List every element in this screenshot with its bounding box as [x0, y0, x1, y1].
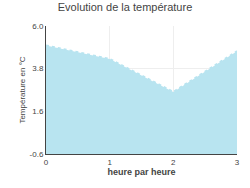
svg-text:2: 2: [171, 158, 176, 167]
svg-text:0: 0: [44, 158, 49, 167]
svg-text:heure par heure: heure par heure: [107, 167, 175, 177]
svg-text:1: 1: [107, 158, 112, 167]
svg-text:3: 3: [235, 158, 240, 167]
svg-text:-0.6: -0.6: [30, 150, 44, 159]
svg-text:6.0: 6.0: [32, 22, 44, 31]
svg-text:1.6: 1.6: [32, 107, 44, 116]
svg-text:3.8: 3.8: [32, 64, 44, 73]
svg-text:Evolution de la température: Evolution de la température: [58, 1, 193, 13]
svg-text:Température en °C: Température en °C: [18, 56, 27, 123]
